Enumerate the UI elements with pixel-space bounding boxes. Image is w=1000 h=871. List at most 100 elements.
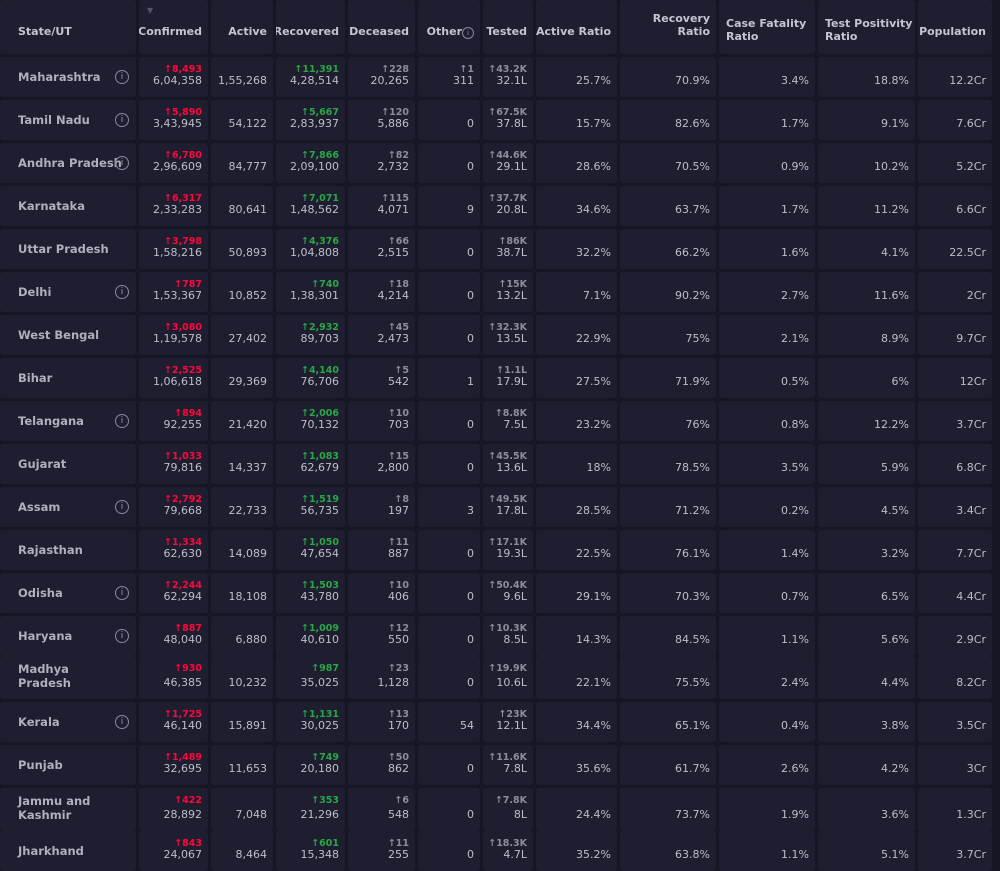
state-cell[interactable]: Andhra Pradesh i <box>0 143 136 183</box>
deceased-cell: ↑82 2,732 <box>348 143 415 183</box>
state-name[interactable]: Assam <box>18 500 61 514</box>
info-icon[interactable]: i <box>462 27 474 39</box>
state-name[interactable]: Uttar Pradesh <box>18 242 109 256</box>
info-icon[interactable]: i <box>115 156 129 170</box>
state-name[interactable]: Punjab <box>18 758 63 772</box>
confirmed-value: 24,067 <box>163 848 203 861</box>
recovery-ratio-cell: 90.2% <box>620 272 716 312</box>
state-cell[interactable]: Jammu and Kashmir <box>0 788 136 831</box>
state-cell[interactable]: Haryana i <box>0 616 136 656</box>
state-name[interactable]: Jammu and Kashmir <box>18 794 91 822</box>
state-cell[interactable]: Gujarat <box>0 444 136 484</box>
active-value: 8,464 <box>235 848 268 861</box>
state-cell[interactable]: Assam i <box>0 487 136 527</box>
other-cell: 0 <box>418 616 480 656</box>
info-icon[interactable]: i <box>115 285 129 299</box>
state-name[interactable]: Gujarat <box>18 457 67 471</box>
state-name[interactable]: Jharkhand <box>18 844 84 858</box>
active-ratio-value: 15.7% <box>576 117 611 130</box>
state-name[interactable]: Bihar <box>18 371 53 385</box>
state-cell[interactable]: Jharkhand <box>0 831 136 871</box>
info-icon[interactable]: i <box>115 70 129 84</box>
tested-cell: ↑18.3K 4.7L <box>483 831 533 871</box>
state-cell[interactable]: Maharashtra i <box>0 57 136 97</box>
header-recovered[interactable]: Recovered <box>276 0 345 54</box>
header-case-fatality-ratio[interactable]: Case Fatality Ratio <box>719 0 815 54</box>
state-name[interactable]: Delhi <box>18 285 52 299</box>
state-name[interactable]: Rajasthan <box>18 543 83 557</box>
info-icon[interactable]: i <box>115 500 129 514</box>
population-cell: 7.6Cr <box>918 100 992 140</box>
header-recovery-ratio[interactable]: Recovery Ratio <box>620 0 716 54</box>
tested-cell: ↑37.7K 20.8L <box>483 186 533 226</box>
header-test-positivity-ratio[interactable]: Test Positivity Ratio <box>818 0 915 54</box>
confirmed-cell: ↑422 28,892 <box>139 788 208 831</box>
header-tested[interactable]: Tested <box>483 0 533 54</box>
state-cell[interactable]: West Bengal <box>0 315 136 355</box>
state-name[interactable]: Odisha <box>18 586 63 600</box>
cfr-value: 0.9% <box>781 160 809 173</box>
confirmed-cell: ↑1,725 46,140 <box>139 702 208 742</box>
header-active-ratio[interactable]: Active Ratio <box>536 0 617 54</box>
state-cell[interactable]: Bihar <box>0 358 136 398</box>
info-icon[interactable]: i <box>115 586 129 600</box>
tested-value: 8L <box>513 808 527 821</box>
recovered-value: 15,348 <box>300 848 340 861</box>
deceased-cell: ↑6 548 <box>348 788 415 831</box>
state-cell[interactable]: Tamil Nadu i <box>0 100 136 140</box>
state-cell[interactable]: Karnataka <box>0 186 136 226</box>
state-name[interactable]: Karnataka <box>18 199 85 213</box>
header-active[interactable]: Active <box>211 0 273 54</box>
info-icon[interactable]: i <box>115 629 129 643</box>
state-cell[interactable]: Kerala i <box>0 702 136 742</box>
recovered-value: 40,610 <box>300 633 340 646</box>
state-cell[interactable]: Delhi i <box>0 272 136 312</box>
population-cell: 12.2Cr <box>918 57 992 97</box>
active-value: 1,55,268 <box>218 74 267 87</box>
header-deceased[interactable]: Deceased <box>348 0 415 54</box>
deceased-delta: ↑13 <box>387 709 409 720</box>
state-name[interactable]: Maharashtra <box>18 70 101 84</box>
header-label: Other <box>426 25 462 38</box>
other-cell: 0 <box>418 788 480 831</box>
cfr-value: 2.1% <box>781 332 809 345</box>
confirmed-delta: ↑8,493 <box>163 64 202 75</box>
state-name[interactable]: Andhra Pradesh <box>18 156 122 170</box>
deceased-delta: ↑12 <box>387 623 409 634</box>
cfr-cell: 3.4% <box>719 57 815 97</box>
cfr-value: 2.4% <box>781 676 809 689</box>
sort-icon[interactable]: ▼ <box>147 6 154 15</box>
population-cell: 12Cr <box>918 358 992 398</box>
state-name[interactable]: Haryana <box>18 629 73 643</box>
header-state[interactable]: State/UT <box>0 0 136 54</box>
info-icon[interactable]: i <box>115 414 129 428</box>
state-name[interactable]: Telangana <box>18 414 84 428</box>
header-population[interactable]: Population <box>918 0 992 54</box>
header-confirmed[interactable]: ▼ Confirmed <box>139 0 208 54</box>
state-cell[interactable]: Odisha i <box>0 573 136 613</box>
state-name[interactable]: West Bengal <box>18 328 100 342</box>
state-cell[interactable]: Rajasthan <box>0 530 136 570</box>
recovery-ratio-value: 70.5% <box>675 160 710 173</box>
state-cell[interactable]: Uttar Pradesh <box>0 229 136 269</box>
active-cell: 14,089 <box>211 530 273 570</box>
state-name[interactable]: Kerala <box>18 715 60 729</box>
header-other[interactable]: Other i <box>418 0 480 54</box>
tpr-cell: 5.1% <box>818 831 915 871</box>
info-icon[interactable]: i <box>115 715 129 729</box>
state-cell[interactable]: Telangana i <box>0 401 136 441</box>
state-cell[interactable]: Madhya Pradesh <box>0 656 136 699</box>
active-value: 84,777 <box>228 160 268 173</box>
population-value: 6.6Cr <box>956 203 986 216</box>
state-name[interactable]: Madhya Pradesh <box>18 662 71 690</box>
recovery-ratio-cell: 65.1% <box>620 702 716 742</box>
state-name[interactable]: Tamil Nadu <box>18 113 90 127</box>
cfr-value: 1.7% <box>781 203 809 216</box>
recovered-value: 4,28,514 <box>290 74 339 87</box>
other-value: 0 <box>467 461 474 474</box>
state-cell[interactable]: Punjab <box>0 745 136 785</box>
header-label: Test Positivity Ratio <box>825 17 913 43</box>
info-icon[interactable]: i <box>115 113 129 127</box>
cfr-value: 0.2% <box>781 504 809 517</box>
recovered-delta: ↑4,376 <box>300 236 339 247</box>
